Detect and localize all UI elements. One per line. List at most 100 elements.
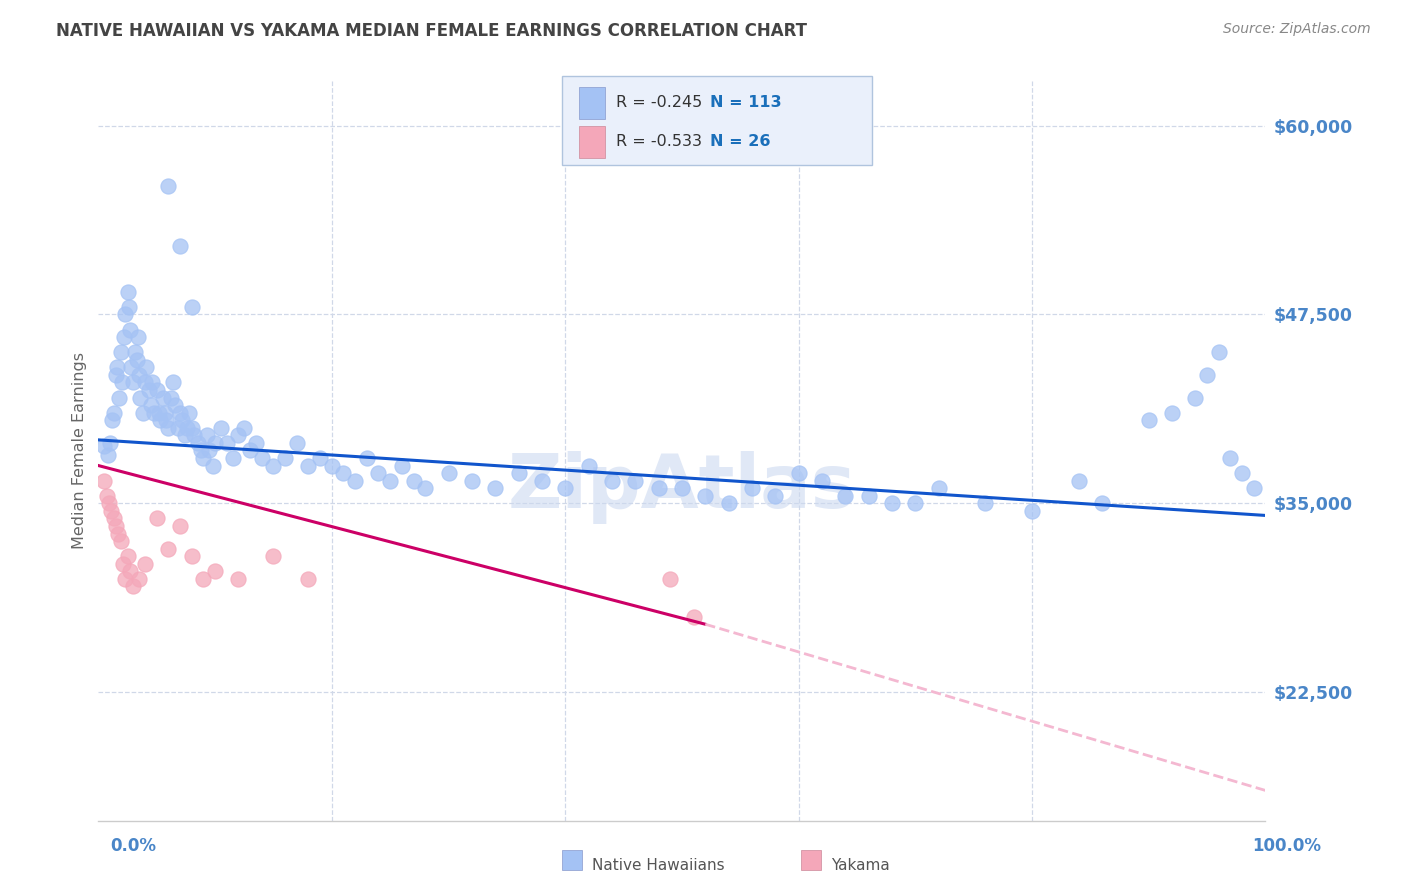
Point [787, 466, 810, 480]
Point [904, 496, 927, 510]
Point [600, 474, 623, 488]
Point [1137, 413, 1160, 427]
Point [114, 308, 136, 322]
Point [179, 406, 201, 420]
Point [1243, 481, 1265, 495]
Point [508, 466, 530, 480]
Point [93, 439, 115, 453]
Point [858, 489, 880, 503]
Point [204, 436, 226, 450]
Point [173, 428, 195, 442]
Point [834, 489, 856, 503]
Text: Source: ZipAtlas.com: Source: ZipAtlas.com [1223, 22, 1371, 37]
Point [717, 496, 740, 510]
Point [103, 511, 125, 525]
Point [97, 448, 120, 462]
Point [128, 572, 150, 586]
Point [108, 391, 131, 405]
Point [117, 549, 139, 564]
Point [391, 458, 413, 473]
Point [321, 458, 343, 473]
Text: NATIVE HAWAIIAN VS YAKAMA MEDIAN FEMALE EARNINGS CORRELATION CHART: NATIVE HAWAIIAN VS YAKAMA MEDIAN FEMALE … [56, 22, 807, 40]
Point [176, 421, 198, 435]
Point [183, 428, 205, 442]
Point [180, 421, 202, 435]
Point [110, 345, 132, 359]
Point [107, 526, 129, 541]
Point [146, 511, 169, 525]
Point [118, 322, 141, 336]
Point [297, 572, 319, 586]
Point [169, 519, 191, 533]
Point [356, 450, 378, 465]
Point [624, 474, 647, 488]
Point [1184, 391, 1206, 405]
Point [285, 436, 308, 450]
Point [165, 398, 187, 412]
Point [104, 368, 127, 382]
Point [180, 300, 202, 314]
Point [97, 496, 120, 510]
Point [297, 458, 319, 473]
Point [578, 458, 600, 473]
Point [157, 541, 180, 556]
Point [110, 534, 132, 549]
Point [122, 376, 145, 390]
Point [103, 406, 125, 420]
Point [101, 413, 124, 427]
Point [437, 466, 460, 480]
Point [139, 398, 162, 412]
Point [138, 383, 160, 397]
Point [763, 489, 786, 503]
Point [344, 474, 367, 488]
Point [228, 572, 250, 586]
Point [1021, 504, 1043, 518]
Point [187, 436, 209, 450]
Point [484, 481, 506, 495]
Point [1230, 466, 1253, 480]
Point [245, 436, 267, 450]
Point [152, 391, 174, 405]
Point [198, 443, 221, 458]
Text: Yakama: Yakama [831, 858, 890, 872]
Point [309, 450, 332, 465]
Point [695, 489, 717, 503]
Point [250, 450, 273, 465]
Point [141, 376, 163, 390]
Point [554, 481, 576, 495]
Point [143, 406, 166, 420]
Text: 100.0%: 100.0% [1251, 837, 1322, 855]
Point [671, 481, 693, 495]
Point [149, 413, 172, 427]
Text: R = -0.533: R = -0.533 [616, 135, 702, 149]
Point [228, 428, 250, 442]
Point [1195, 368, 1218, 382]
Point [193, 450, 215, 465]
Text: R = -0.245: R = -0.245 [616, 95, 702, 110]
Point [111, 557, 134, 571]
Point [215, 436, 238, 450]
Point [134, 376, 156, 390]
Point [262, 458, 284, 473]
Point [124, 345, 146, 359]
Point [105, 360, 128, 375]
Point [98, 436, 121, 450]
Point [1219, 450, 1241, 465]
Point [530, 474, 553, 488]
Point [117, 285, 139, 299]
Point [120, 360, 142, 375]
Point [128, 368, 150, 382]
Point [127, 330, 149, 344]
Text: N = 113: N = 113 [710, 95, 782, 110]
Point [162, 376, 184, 390]
Point [974, 496, 997, 510]
Point [413, 481, 436, 495]
Point [209, 421, 232, 435]
Point [367, 466, 389, 480]
Point [157, 179, 180, 194]
Point [193, 572, 215, 586]
Point [129, 391, 152, 405]
Point [155, 413, 177, 427]
Point [180, 549, 202, 564]
Point [111, 376, 134, 390]
